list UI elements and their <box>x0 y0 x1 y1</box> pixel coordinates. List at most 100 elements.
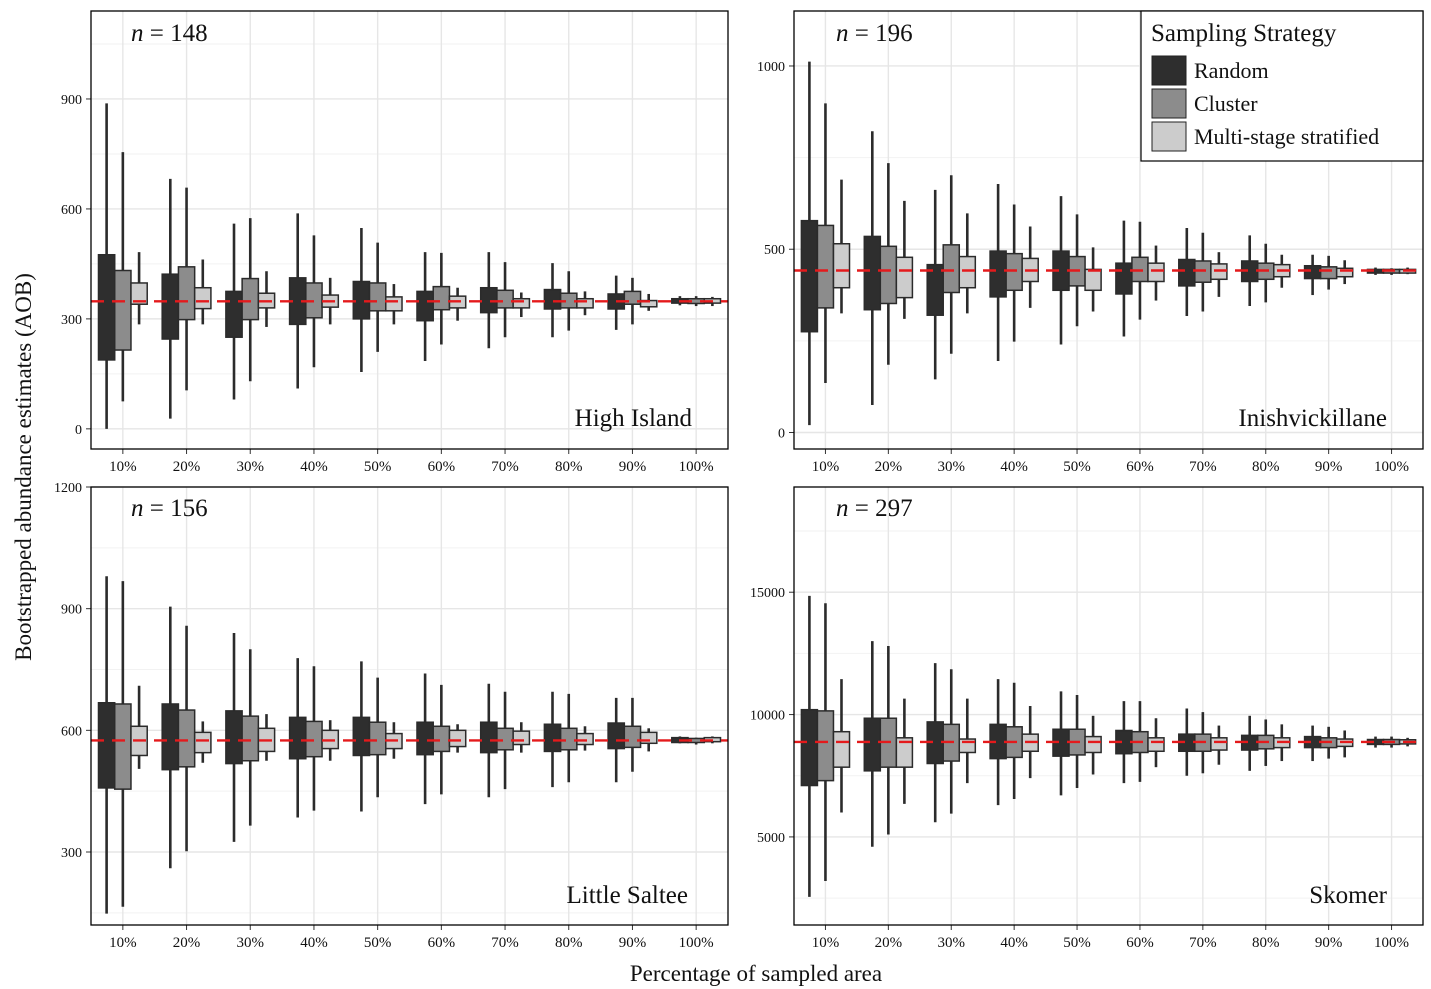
box-cluster <box>1319 266 1338 280</box>
y-tick-label: 15000 <box>750 586 785 601</box>
box-cluster <box>1005 252 1023 292</box>
box-multi-stage-stratified <box>1084 735 1102 754</box>
x-tick-label: 10% <box>812 935 840 951</box>
box-multi-stage-stratified <box>958 255 977 289</box>
box-cluster <box>623 725 642 749</box>
sample-size-value: = 297 <box>849 495 913 522</box>
box-cluster <box>113 703 132 790</box>
box-multi-stage-stratified <box>1147 262 1165 283</box>
panel-skomer: 5000 10000 15000 10% 20% 30% 40% 50% 60% 70% 80% 90… <box>750 486 1424 951</box>
x-tick-label: 90% <box>619 459 647 475</box>
box-cluster <box>177 266 196 321</box>
facet-label-little-saltee: Little Saltee <box>567 882 688 909</box>
y-tick-label: 900 <box>61 93 82 108</box>
x-tick-label: 80% <box>1252 935 1280 951</box>
x-tick-label: 80% <box>555 459 583 475</box>
box-multi-stage-stratified <box>576 732 594 746</box>
box-multi-stage-stratified <box>1335 267 1354 278</box>
box-multi-stage-stratified <box>832 242 851 289</box>
box-random <box>607 722 626 750</box>
y-tick-label: 1000 <box>757 60 785 75</box>
sample-size-value: = 196 <box>849 20 913 47</box>
y-tick-label: 0 <box>75 423 82 438</box>
box-multi-stage-stratified <box>1210 737 1228 751</box>
x-tick-label: 30% <box>237 459 265 475</box>
box-random <box>800 219 819 333</box>
x-tick-label: 50% <box>1063 935 1091 951</box>
box-multi-stage-stratified <box>193 731 212 754</box>
x-tick-label: 60% <box>1126 935 1154 951</box>
box-random <box>225 290 243 338</box>
x-tick-label: 50% <box>364 459 392 475</box>
x-tick-label: 50% <box>1063 459 1091 475</box>
box-random <box>416 290 434 322</box>
x-tick-label: 60% <box>428 935 456 951</box>
panel-little-saltee: 300 600 900 1200 10% 20% 30% 40% 50% 60% 70% 80% 90%… <box>54 481 729 951</box>
box-cluster <box>368 721 387 756</box>
y-tick-label: 300 <box>61 313 82 328</box>
x-tick-label: 20% <box>173 459 201 475</box>
box-random <box>863 717 882 772</box>
x-tick-label: 70% <box>1189 459 1217 475</box>
box-cluster <box>113 269 132 351</box>
box-cluster <box>241 277 260 321</box>
legend-title: Sampling Strategy <box>1151 20 1337 47</box>
x-tick-label: 90% <box>1315 459 1343 475</box>
box-multi-stage-stratified <box>385 296 403 312</box>
y-tick-label: 900 <box>61 603 82 618</box>
box-random <box>97 253 116 361</box>
x-tick-label: 20% <box>173 935 201 951</box>
box-random <box>225 710 243 765</box>
box-multi-stage-stratified <box>639 731 658 745</box>
x-tick-label: 30% <box>938 935 966 951</box>
y-tick-label: 600 <box>61 203 82 218</box>
x-tick-label: 40% <box>1000 459 1028 475</box>
sample-size-symbol: n <box>836 20 849 47</box>
legend-label-multi-stage-stratified: Multi-stage stratified <box>1194 124 1379 149</box>
x-tick-label: 60% <box>1126 459 1154 475</box>
x-tick-label: 70% <box>1189 935 1217 951</box>
y-tick-label: 300 <box>61 846 82 861</box>
x-tick-label: 60% <box>428 459 456 475</box>
panel-border <box>793 10 1424 450</box>
box-cluster <box>816 224 835 309</box>
y-tick-label: 10000 <box>750 709 785 724</box>
box-random <box>926 263 944 316</box>
sample-size-label: n = 148 <box>131 20 208 47</box>
box-cluster <box>496 289 514 309</box>
panel-high-island: 0 300 600 900 10% 20% 30% 40% 50% 60% 70% 80% 90% 100… <box>61 10 729 475</box>
x-tick-label: 30% <box>237 935 265 951</box>
box-cluster <box>241 715 260 762</box>
y-tick-label: 600 <box>61 724 82 739</box>
facet-label-high-island: High Island <box>575 405 693 432</box>
y-tick-label: 5000 <box>757 831 785 846</box>
box-random <box>1178 258 1196 287</box>
x-tick-label: 70% <box>491 935 519 951</box>
box-random <box>1303 264 1322 280</box>
box-random <box>161 273 180 340</box>
x-tick-label: 100% <box>679 459 714 475</box>
box-random <box>543 288 562 310</box>
y-tick-label: 1200 <box>54 481 82 496</box>
x-tick-label: 80% <box>555 935 583 951</box>
box-random <box>1115 262 1133 295</box>
box-multi-stage-stratified <box>576 297 594 309</box>
x-axis-title: Percentage of sampled area <box>630 961 882 986</box>
x-tick-label: 20% <box>875 935 903 951</box>
x-tick-label: 90% <box>619 935 647 951</box>
x-tick-label: 20% <box>875 459 903 475</box>
panel-border <box>793 486 1424 926</box>
box-random <box>416 721 434 756</box>
box-cluster <box>496 727 514 751</box>
sample-size-value: = 156 <box>144 495 208 522</box>
box-random <box>288 716 307 760</box>
x-tick-label: 100% <box>1374 935 1409 951</box>
legend-frame <box>1140 10 1424 162</box>
box-cluster <box>305 720 323 758</box>
box-cluster <box>879 245 898 305</box>
legend-key-cluster <box>1151 88 1187 119</box>
y-tick-label: 0 <box>778 427 785 442</box>
x-tick-label: 100% <box>1374 459 1409 475</box>
x-tick-label: 10% <box>812 459 840 475</box>
panel-background <box>794 487 1423 925</box>
